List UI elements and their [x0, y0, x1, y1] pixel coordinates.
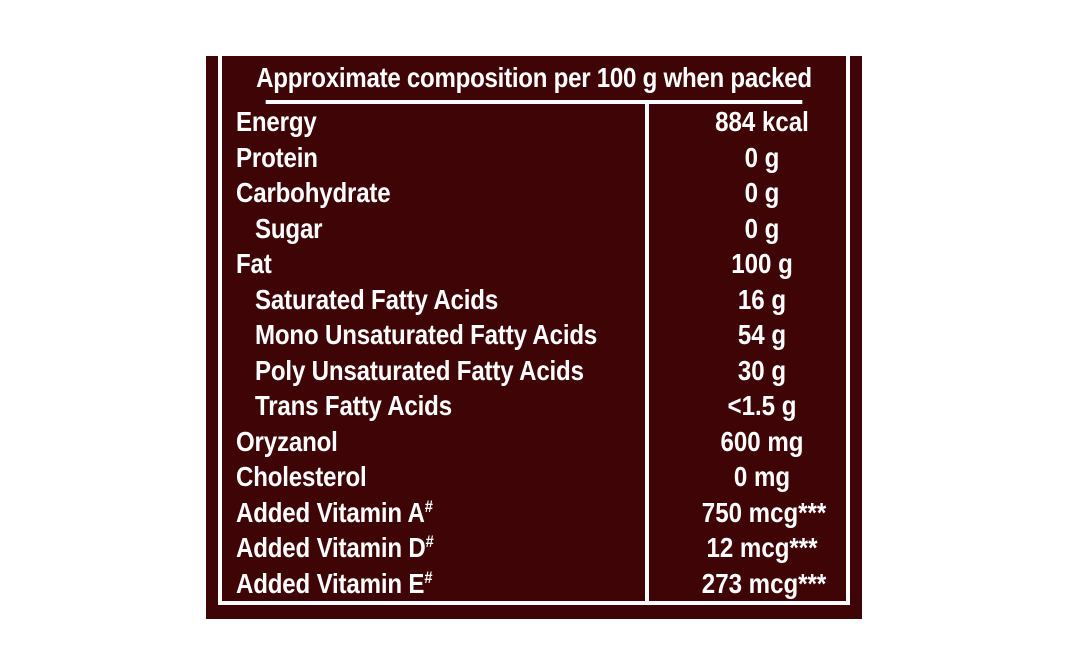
table-row: Energy 884 kcal: [222, 106, 846, 141]
nutrient-value: 0 g: [744, 141, 780, 173]
nutrient-label: Cholesterol: [236, 461, 367, 493]
nutrient-value: 16 g: [737, 283, 787, 315]
table-row: Added Vitamin E# 273 mcg***: [222, 568, 846, 603]
nutrient-name: Added Vitamin A: [236, 496, 425, 528]
column-divider: [645, 104, 649, 601]
nutrient-value: 0 g: [744, 212, 780, 244]
nutrient-name: Fat: [236, 248, 272, 279]
nutrient-label: Fat: [236, 248, 272, 280]
nutrient-value: 750 mcg***: [701, 496, 827, 528]
table-row: Added Vitamin A# 750 mcg***: [222, 497, 846, 532]
table-row: Oryzanol 600 mg: [222, 426, 846, 461]
nutrient-label: Added Vitamin E#: [236, 568, 432, 600]
nutrient-name: Cholesterol: [236, 461, 367, 492]
nutrient-name: Added Vitamin E: [236, 567, 425, 599]
nutrient-value: 600 mg: [720, 425, 804, 457]
nutrient-value: 884 kcal: [715, 106, 809, 137]
nutrient-label: Protein: [236, 142, 318, 174]
nutrient-value: 0 mg: [733, 461, 791, 492]
nutrient-label: Added Vitamin A#: [236, 497, 433, 529]
nutrient-value: 54 g: [737, 319, 787, 350]
nutrient-value: 0 g: [744, 177, 780, 208]
nutrient-name: Energy: [236, 106, 317, 137]
footnote-mark: #: [424, 496, 433, 516]
nutrient-name: Sugar: [255, 212, 323, 244]
table-row: Trans Fatty Acids <1.5 g: [222, 390, 846, 425]
nutrient-value: 100 g: [731, 248, 793, 279]
nutrient-label: Saturated Fatty Acids: [255, 284, 498, 316]
table-row: Poly Unsaturated Fatty Acids 30 g: [222, 355, 846, 390]
table-row: Cholesterol 0 mg: [222, 461, 846, 496]
nutrient-value: 12 mcg***: [706, 532, 818, 563]
nutrient-label: Mono Unsaturated Fatty Acids: [255, 319, 597, 351]
nutrient-label: Trans Fatty Acids: [255, 390, 452, 422]
table-row: Mono Unsaturated Fatty Acids 54 g: [222, 319, 846, 354]
nutrient-name: Added Vitamin D: [236, 532, 426, 563]
footnote-mark: #: [425, 532, 434, 551]
nutrition-table: Approximate composition per 100 g when p…: [206, 56, 862, 619]
table-row: Carbohydrate 0 g: [222, 177, 846, 212]
nutrient-label: Added Vitamin D#: [236, 532, 434, 564]
nutrient-name: Poly Unsaturated Fatty Acids: [255, 354, 584, 386]
nutrient-name: Protein: [236, 141, 318, 173]
nutrient-label: Energy: [236, 106, 317, 138]
table-row: Added Vitamin D# 12 mcg***: [222, 532, 846, 567]
table-row: Protein 0 g: [222, 142, 846, 177]
table-header: Approximate composition per 100 g when p…: [256, 56, 812, 104]
nutrient-label: Poly Unsaturated Fatty Acids: [255, 355, 584, 387]
nutrition-table-frame: Approximate composition per 100 g when p…: [218, 56, 850, 605]
nutrient-name: Mono Unsaturated Fatty Acids: [255, 319, 598, 350]
nutrient-name: Carbohydrate: [236, 177, 391, 208]
nutrient-value: <1.5 g: [727, 390, 797, 421]
nutrient-name: Trans Fatty Acids: [255, 390, 452, 421]
table-row: Fat 100 g: [222, 248, 846, 283]
table-row: Saturated Fatty Acids 16 g: [222, 284, 846, 319]
footnote-mark: #: [424, 567, 433, 587]
nutrient-name: Oryzanol: [236, 425, 338, 457]
nutrient-value: 273 mcg***: [701, 567, 827, 599]
nutrient-name: Saturated Fatty Acids: [255, 283, 499, 315]
table-row: Sugar 0 g: [222, 213, 846, 248]
nutrient-label: Sugar: [255, 212, 323, 245]
nutrient-label: Oryzanol: [236, 426, 338, 458]
nutrient-value: 30 g: [737, 354, 787, 386]
nutrient-label: Carbohydrate: [236, 177, 391, 209]
